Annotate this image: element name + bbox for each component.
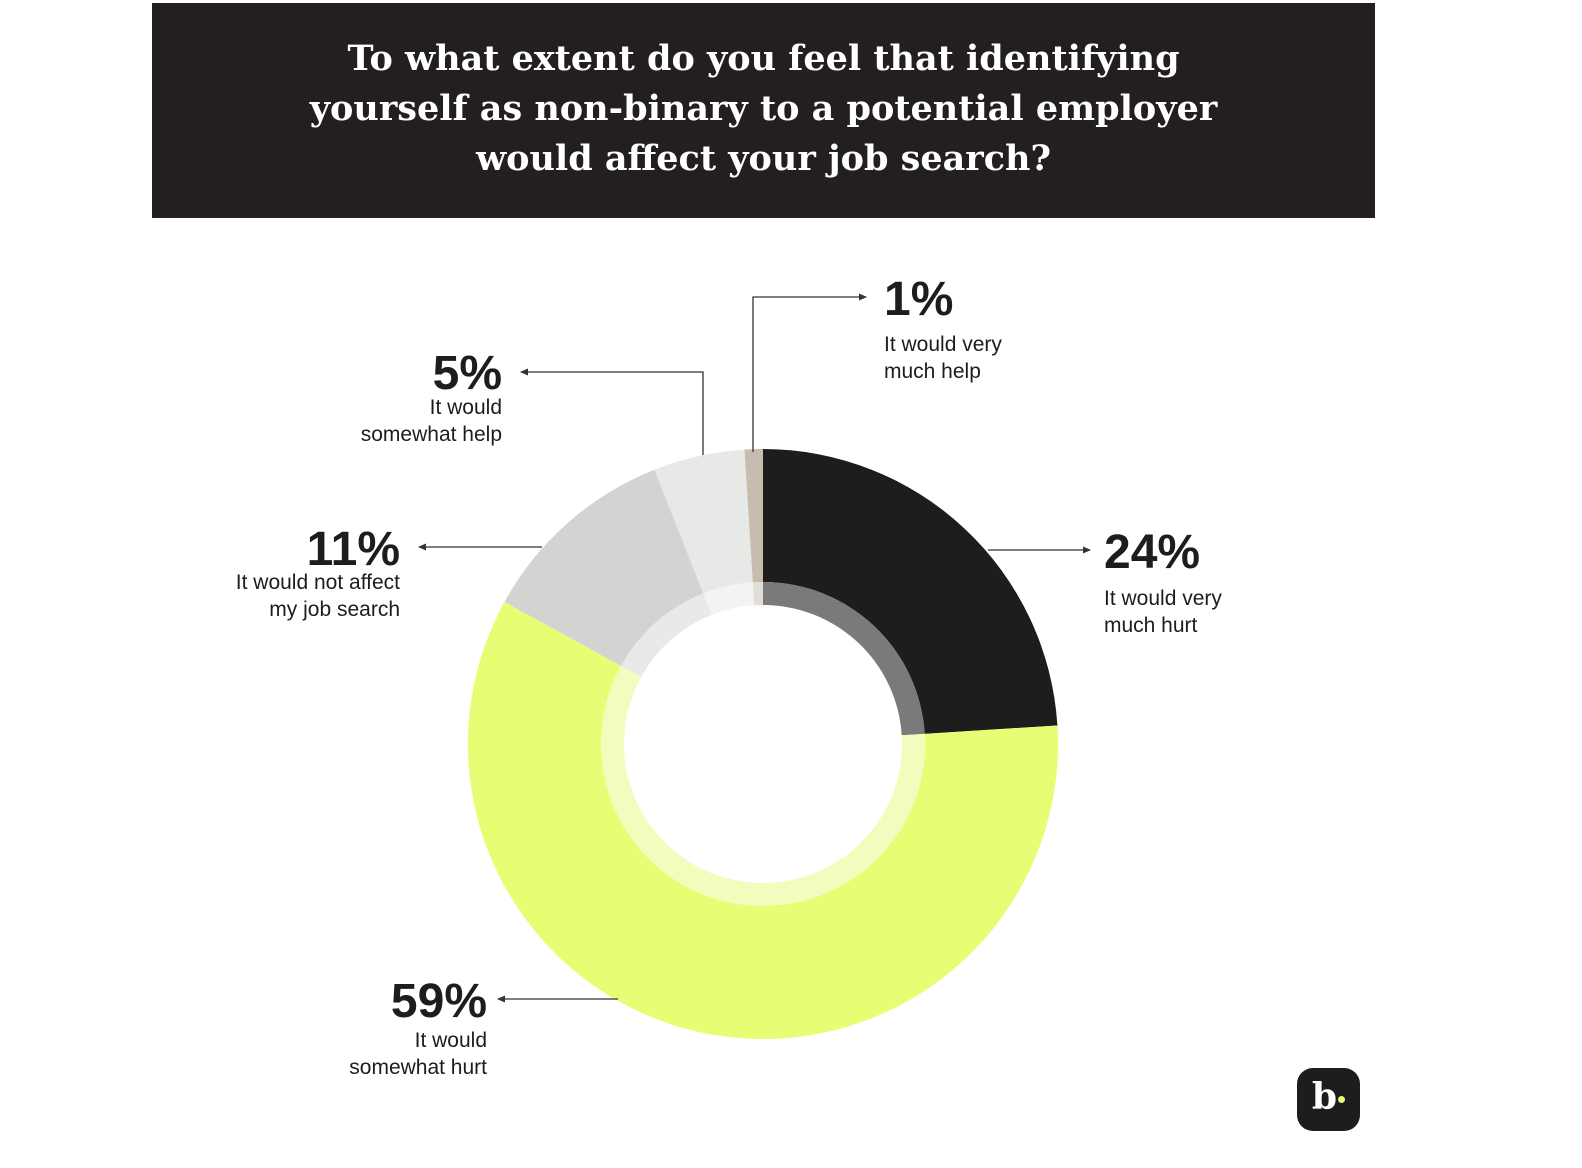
slice-inner-ring-it-would-very-much-hurt xyxy=(763,582,925,736)
slice-inner-ring-it-would-very-much-help xyxy=(752,582,763,606)
slice-inner-ring-it-would-somewhat-help xyxy=(703,582,755,615)
slice-inner-ring-it-would-somewhat-hurt xyxy=(601,665,926,907)
logo-dot xyxy=(1338,1096,1346,1103)
slice-it-would-very-much-hurt xyxy=(763,449,1058,734)
data-label-percent-it-would-very-much-hurt: 24% xyxy=(1104,526,1200,579)
data-label-text-it-would-somewhat-help-line-1: It would xyxy=(430,396,502,419)
leader-arrow-it-would-very-much-help xyxy=(752,293,867,452)
data-label-percent-it-would-somewhat-help: 5% xyxy=(433,347,502,400)
title-banner: To what extent do you feel that identify… xyxy=(152,3,1375,218)
data-label-text-it-would-very-much-hurt-line-1: It would very xyxy=(1104,587,1222,610)
data-label-percent-it-would-somewhat-hurt: 59% xyxy=(391,975,487,1028)
leader-arrow-it-would-somewhat-help xyxy=(520,368,704,455)
slice-it-would-somewhat-hurt xyxy=(467,601,1059,1040)
slice-it-would-somewhat-help xyxy=(654,449,753,594)
data-label-text-it-would-not-affect-my-job-search-line-1: It would not affect xyxy=(236,571,400,594)
slice-it-would-very-much-help xyxy=(744,449,763,583)
slice-it-would-not-affect-my-job-search xyxy=(504,469,704,666)
logo-letter: b xyxy=(1311,1075,1338,1118)
data-label-text-it-would-somewhat-hurt-line-1: It would xyxy=(415,1029,487,1052)
brand-logo: b xyxy=(1297,1068,1360,1131)
data-label-text-it-would-very-much-hurt-line-2: much hurt xyxy=(1104,614,1198,637)
chart-title: To what extent do you feel that identify… xyxy=(309,37,1218,179)
slice-inner-ring-it-would-not-affect-my-job-search xyxy=(621,593,712,678)
data-label-text-it-would-very-much-help-line-2: much help xyxy=(884,360,981,383)
data-label-text-it-would-somewhat-hurt-line-2: somewhat hurt xyxy=(349,1056,487,1079)
data-label-text-it-would-very-much-help-line-1: It would very xyxy=(884,333,1002,356)
data-label-text-it-would-not-affect-my-job-search-line-2: my job search xyxy=(269,598,400,621)
data-label-text-it-would-somewhat-help-line-2: somewhat help xyxy=(361,423,502,446)
data-label-percent-it-would-very-much-help: 1% xyxy=(884,273,953,326)
data-label-percent-it-would-not-affect-my-job-search: 11% xyxy=(307,523,400,576)
